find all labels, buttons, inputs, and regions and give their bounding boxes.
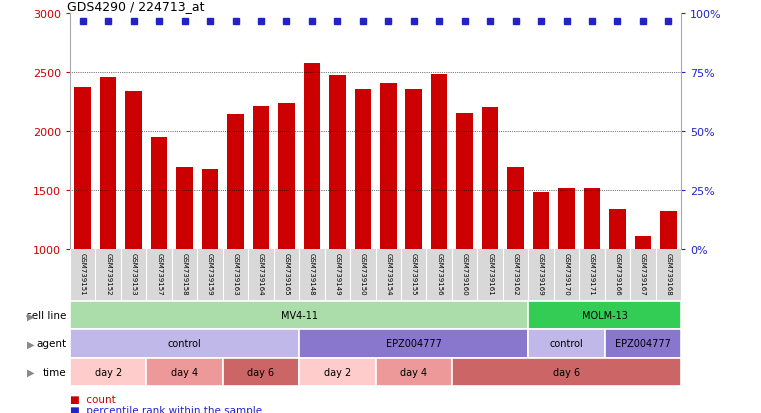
Bar	[304, 64, 320, 250]
Text: GSM739168: GSM739168	[665, 252, 671, 294]
Bar	[376, 358, 452, 386]
Text: GSM739167: GSM739167	[640, 252, 646, 294]
Text: day 4: day 4	[171, 367, 198, 377]
Bar	[355, 90, 371, 250]
Bar	[329, 76, 345, 250]
Bar	[528, 330, 605, 358]
Text: GSM739160: GSM739160	[462, 252, 468, 294]
Bar	[299, 330, 528, 358]
Text: GSM739154: GSM739154	[385, 252, 391, 294]
Text: day 2: day 2	[94, 367, 122, 377]
Bar	[202, 170, 218, 250]
Text: GSM739149: GSM739149	[334, 252, 340, 294]
Text: cell line: cell line	[26, 311, 66, 320]
Text: GSM739150: GSM739150	[360, 252, 366, 294]
Text: GSM739152: GSM739152	[105, 252, 111, 294]
Bar	[70, 301, 528, 330]
Text: ■  percentile rank within the sample: ■ percentile rank within the sample	[70, 405, 262, 413]
Bar	[146, 358, 223, 386]
Bar	[482, 107, 498, 250]
Text: GSM739148: GSM739148	[309, 252, 315, 294]
Bar	[253, 106, 269, 250]
Text: control: control	[167, 339, 202, 349]
Text: GDS4290 / 224713_at: GDS4290 / 224713_at	[67, 0, 205, 13]
Text: ▶: ▶	[27, 367, 34, 377]
Bar	[126, 92, 142, 250]
Bar	[452, 358, 681, 386]
Bar	[299, 358, 376, 386]
Bar	[609, 210, 626, 250]
Bar	[100, 78, 116, 250]
Text: day 6: day 6	[553, 367, 580, 377]
Bar	[70, 358, 146, 386]
Bar	[457, 113, 473, 250]
Text: GSM739164: GSM739164	[258, 252, 264, 294]
Text: day 6: day 6	[247, 367, 275, 377]
Text: MOLM-13: MOLM-13	[581, 311, 628, 320]
Text: control: control	[549, 339, 584, 349]
Text: GSM739151: GSM739151	[80, 252, 86, 294]
Text: GSM739158: GSM739158	[182, 252, 188, 294]
Bar	[528, 301, 681, 330]
Bar	[228, 114, 244, 250]
Text: ▶: ▶	[27, 339, 34, 349]
Text: ■  count: ■ count	[70, 394, 116, 404]
Text: GSM739171: GSM739171	[589, 252, 595, 294]
Text: GSM739169: GSM739169	[538, 252, 544, 294]
Bar	[70, 330, 299, 358]
Text: GSM739153: GSM739153	[131, 252, 137, 294]
Bar	[177, 168, 193, 250]
Text: day 2: day 2	[323, 367, 351, 377]
Bar	[660, 211, 677, 250]
Bar	[380, 84, 396, 250]
Text: GSM739170: GSM739170	[563, 252, 569, 294]
Text: GSM739165: GSM739165	[283, 252, 289, 294]
Bar	[508, 168, 524, 250]
Text: GSM739163: GSM739163	[233, 252, 238, 294]
Bar	[533, 192, 549, 250]
Text: GSM739162: GSM739162	[513, 252, 518, 294]
Text: GSM739166: GSM739166	[614, 252, 620, 294]
Bar	[559, 189, 575, 250]
Text: day 4: day 4	[400, 367, 428, 377]
Text: GSM739161: GSM739161	[487, 252, 493, 294]
Bar	[635, 237, 651, 250]
Bar	[406, 90, 422, 250]
Bar	[279, 104, 295, 250]
Bar	[605, 330, 681, 358]
Text: EPZ004777: EPZ004777	[386, 339, 441, 349]
Bar	[223, 358, 299, 386]
Text: EPZ004777: EPZ004777	[615, 339, 671, 349]
Text: agent: agent	[36, 339, 66, 349]
Text: GSM739156: GSM739156	[436, 252, 442, 294]
Text: MV4-11: MV4-11	[281, 311, 317, 320]
Text: GSM739157: GSM739157	[156, 252, 162, 294]
Text: GSM739159: GSM739159	[207, 252, 213, 294]
Bar	[584, 189, 600, 250]
Text: GSM739155: GSM739155	[411, 252, 417, 294]
Bar	[431, 74, 447, 250]
Text: ▶: ▶	[27, 311, 34, 320]
Bar	[75, 88, 91, 250]
Bar	[151, 138, 167, 250]
Text: time: time	[43, 367, 66, 377]
